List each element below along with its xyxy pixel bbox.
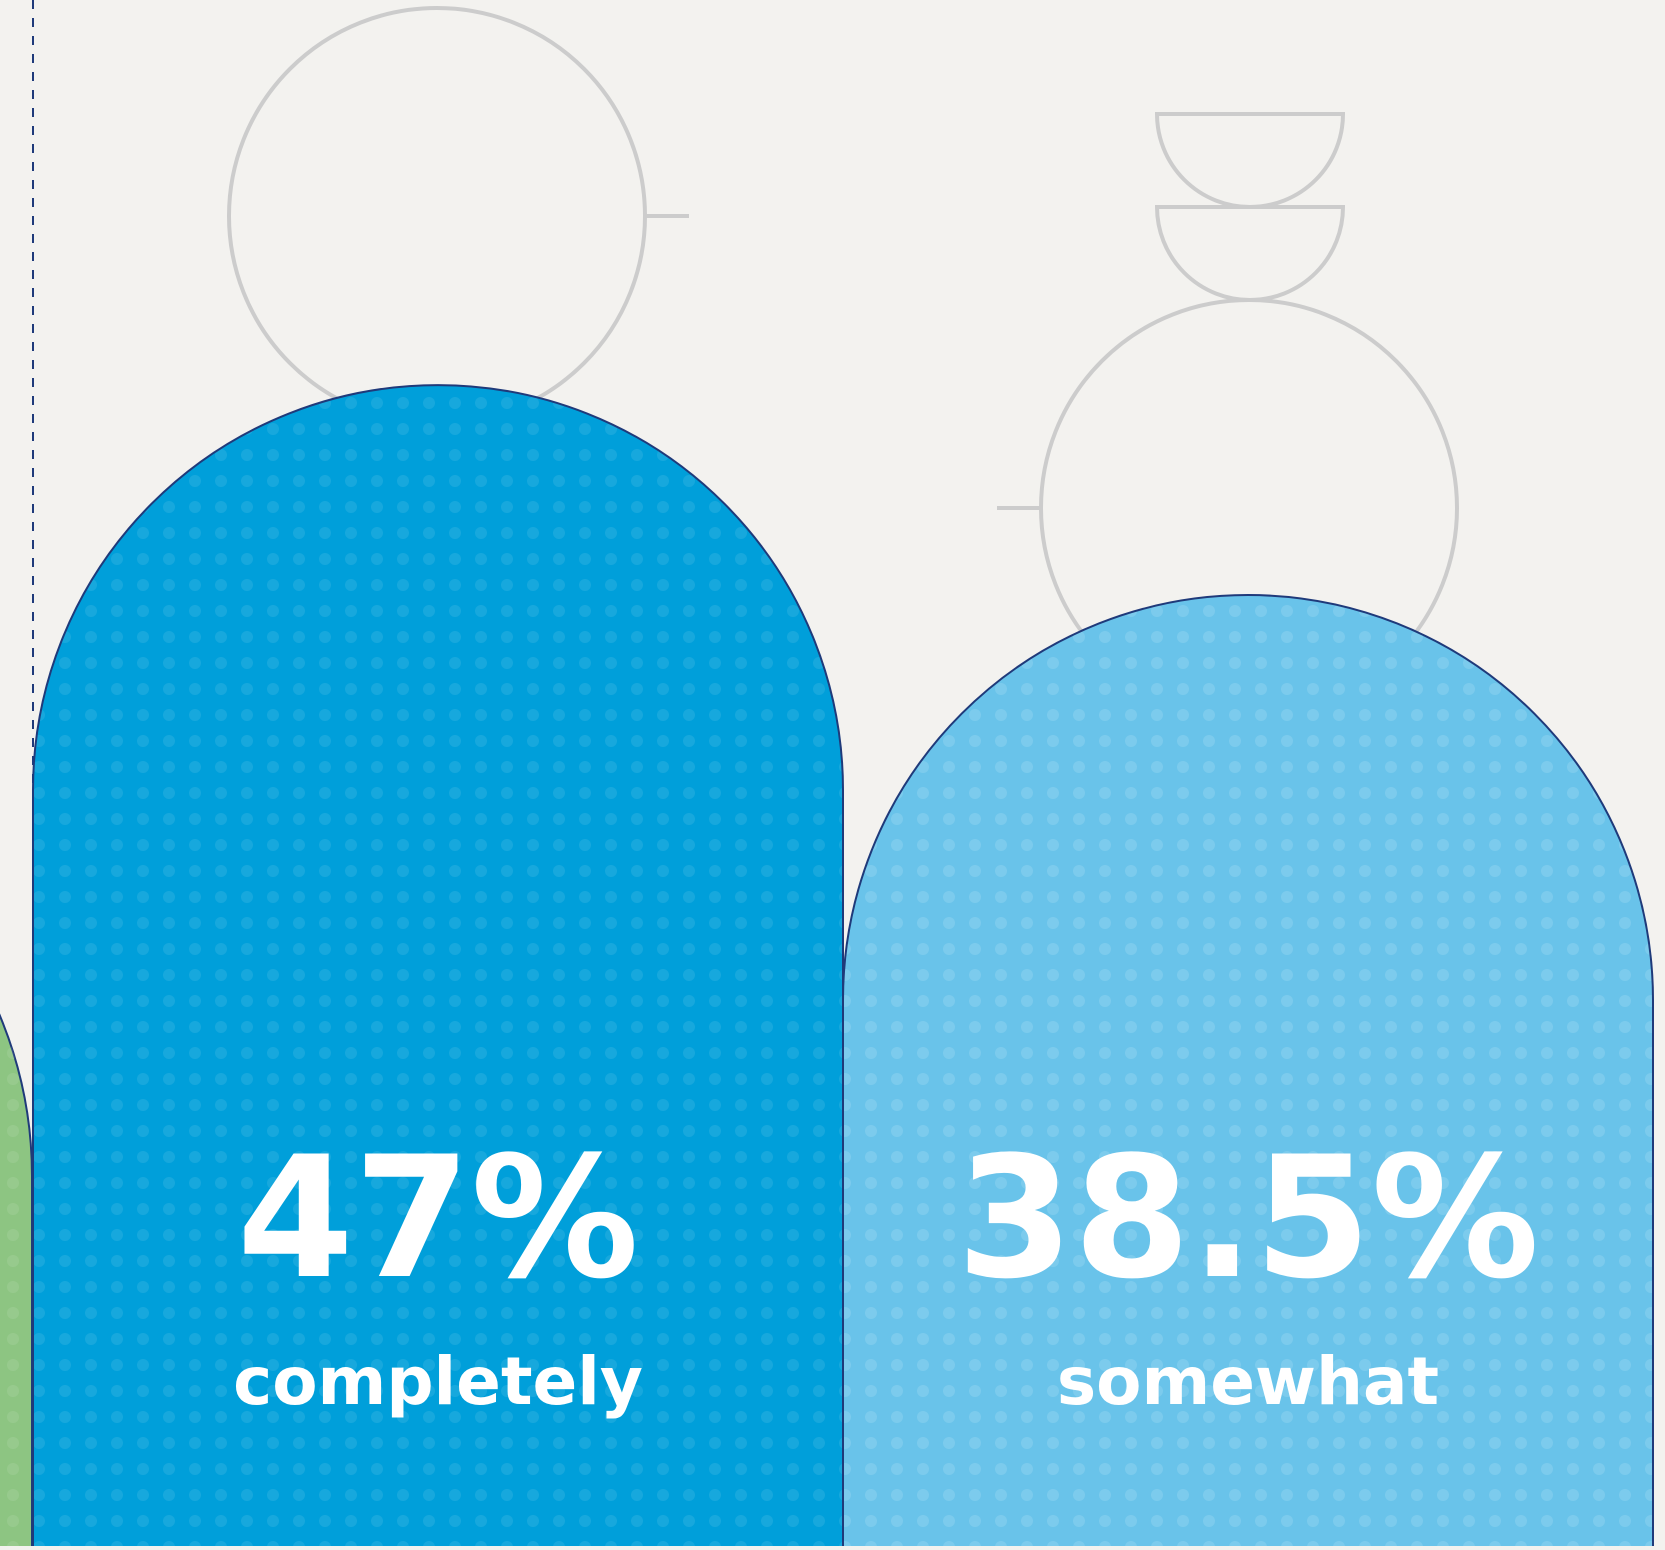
value-label-somewhat: 38.5% bbox=[957, 1120, 1540, 1316]
figure-head-completely bbox=[227, 6, 689, 426]
value-label-completely: 47% bbox=[237, 1120, 639, 1316]
category-label-somewhat: somewhat bbox=[1057, 1343, 1439, 1420]
bar-texture-somewhat bbox=[844, 596, 1652, 1550]
partial-bar-left bbox=[0, 1013, 33, 1550]
bar-texture-completely bbox=[34, 386, 842, 1550]
category-label-completely: completely bbox=[233, 1343, 643, 1420]
